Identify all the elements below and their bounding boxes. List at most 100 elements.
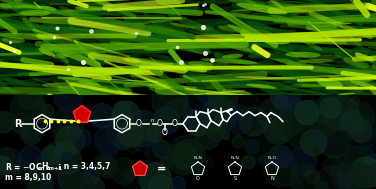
Ellipse shape	[57, 55, 84, 61]
Ellipse shape	[299, 82, 340, 94]
Ellipse shape	[55, 85, 99, 91]
Ellipse shape	[98, 82, 164, 88]
Ellipse shape	[0, 38, 26, 48]
Ellipse shape	[123, 13, 143, 30]
Ellipse shape	[293, 35, 314, 39]
Circle shape	[345, 164, 375, 189]
Ellipse shape	[170, 23, 195, 28]
Circle shape	[11, 91, 46, 126]
Ellipse shape	[88, 86, 108, 91]
Ellipse shape	[239, 62, 297, 68]
Ellipse shape	[255, 3, 295, 20]
Ellipse shape	[37, 31, 66, 46]
Ellipse shape	[200, 33, 219, 35]
Circle shape	[183, 109, 203, 129]
Text: O: O	[136, 119, 142, 128]
Ellipse shape	[258, 88, 318, 105]
Ellipse shape	[343, 57, 370, 68]
Ellipse shape	[130, 18, 188, 25]
Ellipse shape	[27, 0, 105, 6]
Circle shape	[269, 146, 292, 168]
Ellipse shape	[190, 78, 227, 84]
Ellipse shape	[215, 85, 296, 88]
Ellipse shape	[357, 89, 376, 99]
Ellipse shape	[250, 98, 286, 105]
Ellipse shape	[296, 48, 358, 54]
Ellipse shape	[264, 48, 306, 54]
Circle shape	[153, 107, 180, 134]
Ellipse shape	[96, 0, 184, 8]
Circle shape	[351, 96, 359, 104]
Ellipse shape	[49, 76, 83, 79]
Circle shape	[233, 109, 244, 120]
Circle shape	[350, 120, 371, 142]
Circle shape	[271, 81, 300, 111]
Ellipse shape	[64, 84, 126, 92]
Circle shape	[18, 85, 43, 110]
Circle shape	[207, 122, 226, 141]
Ellipse shape	[32, 78, 122, 84]
Ellipse shape	[74, 53, 112, 64]
Ellipse shape	[176, 71, 238, 86]
Ellipse shape	[246, 84, 276, 89]
Ellipse shape	[0, 67, 62, 75]
Ellipse shape	[0, 48, 5, 54]
Circle shape	[115, 134, 130, 150]
Ellipse shape	[287, 10, 352, 14]
Ellipse shape	[235, 76, 299, 80]
Ellipse shape	[76, 0, 100, 3]
Ellipse shape	[350, 65, 376, 67]
Ellipse shape	[106, 32, 158, 35]
Circle shape	[204, 157, 213, 167]
Text: n: n	[150, 118, 154, 123]
Ellipse shape	[30, 35, 82, 40]
Ellipse shape	[348, 26, 376, 33]
Circle shape	[246, 129, 277, 161]
Ellipse shape	[253, 68, 332, 82]
Ellipse shape	[0, 3, 32, 9]
Ellipse shape	[324, 0, 343, 2]
Circle shape	[209, 83, 238, 112]
Ellipse shape	[226, 34, 249, 40]
Circle shape	[240, 108, 268, 136]
Ellipse shape	[56, 51, 100, 58]
Circle shape	[59, 116, 77, 133]
Circle shape	[365, 164, 376, 182]
Ellipse shape	[209, 81, 267, 84]
Ellipse shape	[247, 6, 292, 8]
Ellipse shape	[0, 65, 32, 71]
Ellipse shape	[153, 45, 222, 54]
Ellipse shape	[0, 54, 9, 62]
Ellipse shape	[32, 25, 58, 31]
Ellipse shape	[79, 81, 101, 86]
Circle shape	[324, 155, 343, 175]
Ellipse shape	[102, 0, 112, 1]
Circle shape	[84, 169, 100, 185]
Ellipse shape	[359, 0, 376, 14]
Ellipse shape	[321, 98, 341, 105]
Ellipse shape	[155, 80, 177, 85]
Circle shape	[196, 124, 221, 149]
Text: ; n = 3,4,5,7: ; n = 3,4,5,7	[58, 162, 111, 171]
Polygon shape	[132, 161, 148, 175]
Ellipse shape	[211, 93, 266, 99]
Circle shape	[317, 113, 329, 125]
Circle shape	[10, 113, 31, 133]
Ellipse shape	[117, 29, 148, 34]
Circle shape	[274, 96, 288, 110]
Circle shape	[351, 157, 376, 188]
Circle shape	[76, 177, 93, 189]
Ellipse shape	[262, 64, 293, 72]
Ellipse shape	[62, 77, 99, 86]
Ellipse shape	[317, 79, 343, 88]
Circle shape	[196, 168, 205, 176]
Text: m: m	[37, 166, 44, 171]
Ellipse shape	[25, 21, 41, 28]
Circle shape	[149, 175, 173, 189]
Ellipse shape	[201, 11, 256, 15]
Circle shape	[112, 101, 141, 131]
Ellipse shape	[331, 71, 346, 74]
Ellipse shape	[81, 0, 123, 5]
Ellipse shape	[275, 13, 299, 18]
Text: 2m+1: 2m+1	[46, 166, 63, 171]
